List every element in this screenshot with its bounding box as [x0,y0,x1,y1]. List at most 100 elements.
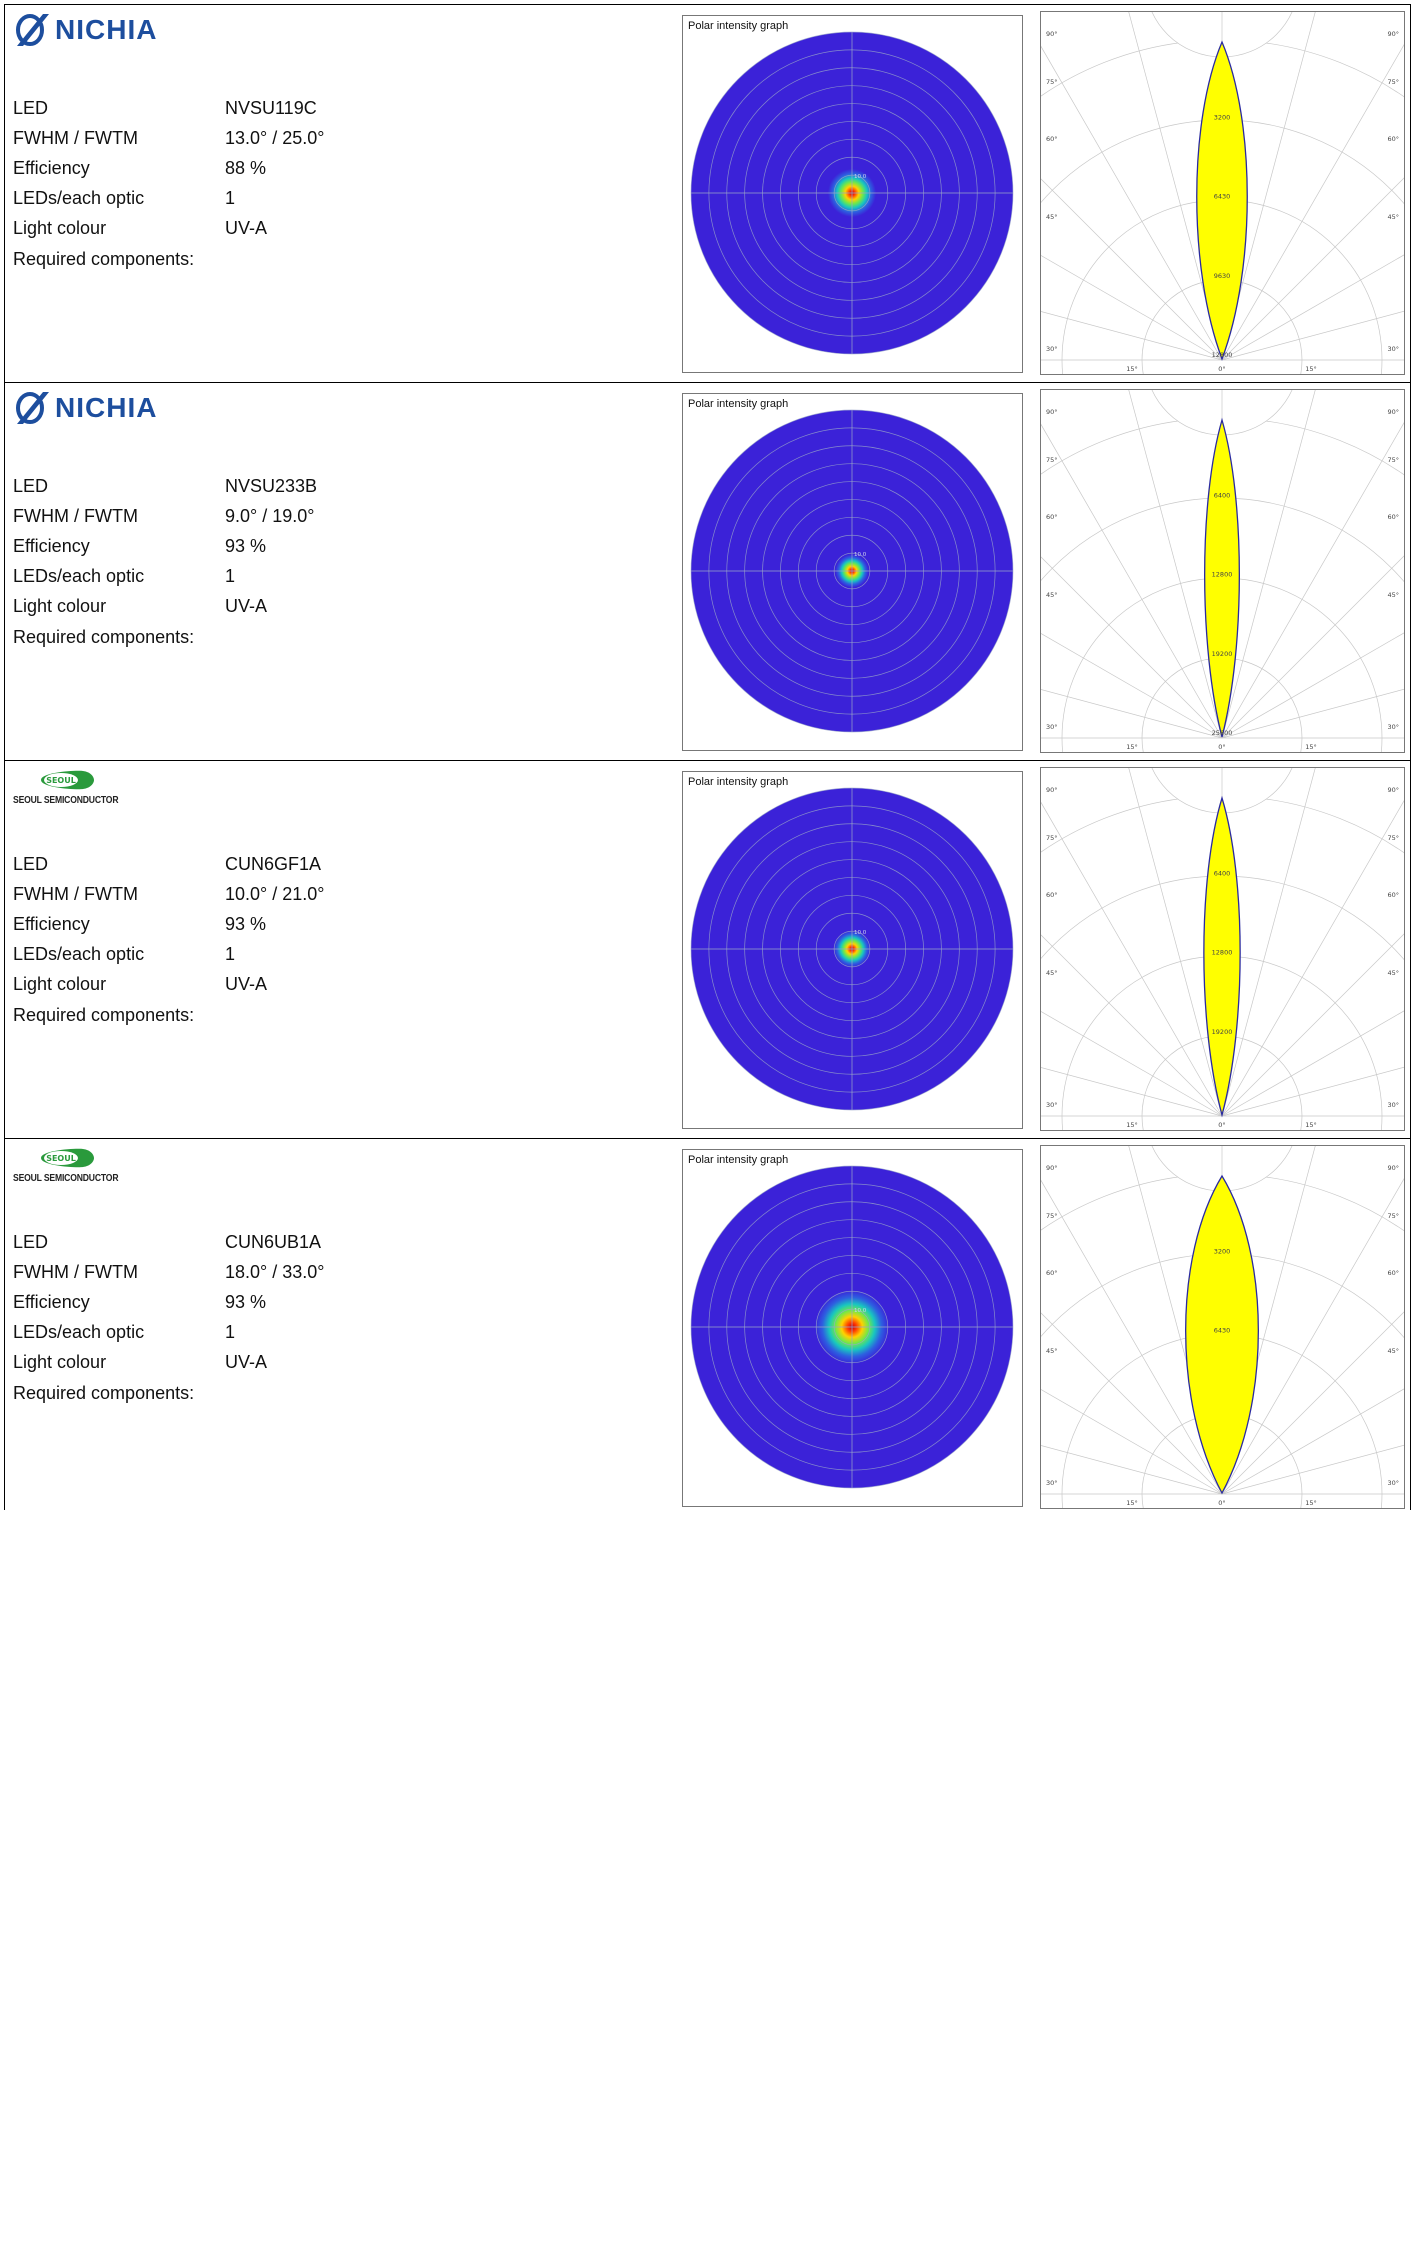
curve-spoke [442,665,1223,1117]
curve-spoke [1221,307,1415,361]
spec-label: Required components: [13,248,195,269]
curve-spoke [597,0,1223,361]
curve-spoke [1221,248,1415,361]
curve-angle-label: 90° [1046,1164,1058,1172]
nichia-logo-mark-icon [16,392,49,424]
distribution-plot: 6400 12800 19200 25600 90° 90° 75° 75° 60° 60° 45°… [322,0,1415,1059]
spec-label: LEDs/each optic [13,188,145,209]
curve-angle-label: 15° [1126,365,1138,373]
fwhm-value: 9.0° / 19.0° [225,505,315,526]
curve-angle-label: 45° [1046,213,1058,221]
curve-angle-label: 30° [1387,1479,1399,1487]
curve-angle-label: 75° [1046,834,1058,842]
brand-logo: SEOUL SEOUL SEMICONDUCTOR [13,769,136,806]
spec-label: FWHM / FWTM [13,127,138,148]
curve-scale-label: 25600 [1212,729,1233,737]
curve-spoke [352,504,1223,739]
light-distribution-curve: 3200 6430 90° 90° 75° 75° 60° 60° 45° 45° 30° 30° 15… [322,594,1415,1815]
polar-ring-label: 10.0 [854,1308,867,1314]
spec-table: LED NVSU119C FWHM / FWTM 13.0° / 25.0° E… [13,93,324,274]
spec-required-row: Required components: [13,244,324,274]
polar-intensity-graph: Polar intensity graph 10.0 [682,15,1023,373]
curve-angle-label: 30° [1046,345,1058,353]
spec-colour-row: Light colour UV-A [13,592,317,622]
spec-colour-row: Light colour UV-A [13,1348,324,1378]
spec-led-row: LED CUN6UB1A [13,1227,324,1257]
light-colour-value: UV-A [225,218,268,239]
led-entry: SEOUL SEOUL SEMICONDUCTOR LED CUN6GF1A FW… [5,216,1415,1437]
curve-angle-label: 0° [1218,1121,1225,1129]
spec-label: Light colour [13,218,107,239]
spec-led-row: LED CUN6GF1A [13,849,324,879]
curve-angle-label: 60° [1046,135,1058,143]
curve-spoke [1221,0,1319,361]
led-entry: SEOUL SEOUL SEMICONDUCTOR LED CUN6UB1A FW… [5,594,1415,2267]
curve-angle-label: 45° [1046,1347,1058,1355]
polar-ring-label: 10.0 [854,930,867,936]
spec-efficiency-row: Efficiency 93 % [13,909,324,939]
curve-angle-label: 45° [1387,591,1399,599]
curve-angle-label: 60° [1387,1269,1399,1277]
led-model: NVSU119C [225,97,317,118]
spec-label: Light colour [13,1352,107,1373]
fwhm-value: 13.0° / 25.0° [225,127,325,148]
curve-spoke [1013,0,1223,361]
polar-intensity-graph: Polar intensity graph 10.0 [682,1149,1023,1507]
curve-angle-label: 15° [1305,1121,1317,1129]
brand-name: SEOUL SEMICONDUCTOR [13,1173,119,1184]
spec-label: LEDs/each optic [13,944,145,965]
curve-angle-label: 75° [1387,1212,1399,1220]
curve-angle-label: 45° [1387,969,1399,977]
curve-angle-label: 75° [1387,834,1399,842]
curve-scale-label: 6430 [1214,193,1231,201]
polar-plot: 10.0 [690,31,1014,355]
spec-fwhm-row: FWHM / FWTM 10.0° / 21.0° [13,879,324,909]
curve-angle-label: 60° [1046,513,1058,521]
distribution-plot: 6400 12800 19200 90° 90° 75° 75° 60° 60° 45° 45° 30… [322,216,1415,1437]
leds-per-optic-value: 1 [225,566,236,587]
spec-label: Efficiency [13,157,90,178]
spec-label: LED [13,475,49,496]
brand-logo: NICHIA [13,13,157,47]
led-entry: NICHIA LED NVSU233B FWHM / FWTM 9.0° / 1… [5,0,1415,1059]
curve-spoke [1221,403,1415,739]
distribution-lobe [1196,40,1248,361]
brand-name: NICHIA [55,392,158,423]
spec-label: Light colour [13,974,107,995]
leds-per-optic-value: 1 [225,1322,236,1343]
curve-scale-label: 19200 [1212,1028,1233,1036]
curve-angle-label: 90° [1046,30,1058,38]
curve-spoke [1221,1063,1415,1117]
spec-label: FWHM / FWTM [13,505,138,526]
light-colour-value: UV-A [225,974,268,995]
spec-table: LED CUN6GF1A FWHM / FWTM 10.0° / 21.0° E… [13,849,324,1030]
spec-table: LED NVSU233B FWHM / FWTM 9.0° / 19.0° Ef… [13,471,317,652]
curve-scale-label: 6400 [1214,491,1231,499]
spec-label: LEDs/each optic [13,1322,145,1343]
polar-graph-title: Polar intensity graph [688,20,789,32]
curve-spoke [1221,1300,1415,1495]
curve-angle-label: 45° [1387,1347,1399,1355]
curve-scale-label: 9630 [1214,272,1231,280]
curve-scale-label: 12800 [1212,571,1233,579]
seoul-badge-text: SEOUL [46,776,76,785]
efficiency-value: 93 % [225,1291,267,1312]
curve-scale-label: 6430 [1214,1327,1231,1335]
curve-spoke [352,126,1223,361]
spec-label: Light colour [13,596,107,617]
curve-spoke [1221,166,1415,361]
light-colour-value: UV-A [225,1352,268,1373]
curve-scale-label: 12800 [1212,351,1233,359]
spec-led-row: LED NVSU233B [13,471,317,501]
spec-label: Efficiency [13,1291,90,1312]
curve-angle-label: 15° [1126,1121,1138,1129]
polar-plot: 10.0 [690,1165,1014,1489]
efficiency-value: 88 % [225,157,267,178]
polar-graph-title: Polar intensity graph [688,1154,789,1166]
nichia-logo-mark-icon [16,14,49,46]
curve-angle-label: 90° [1046,408,1058,416]
spec-efficiency-row: Efficiency 93 % [13,1287,324,1317]
curve-angle-label: 15° [1126,1499,1138,1507]
curve-angle-label: 90° [1387,786,1399,794]
brand-name: SEOUL SEMICONDUCTOR [13,795,119,806]
